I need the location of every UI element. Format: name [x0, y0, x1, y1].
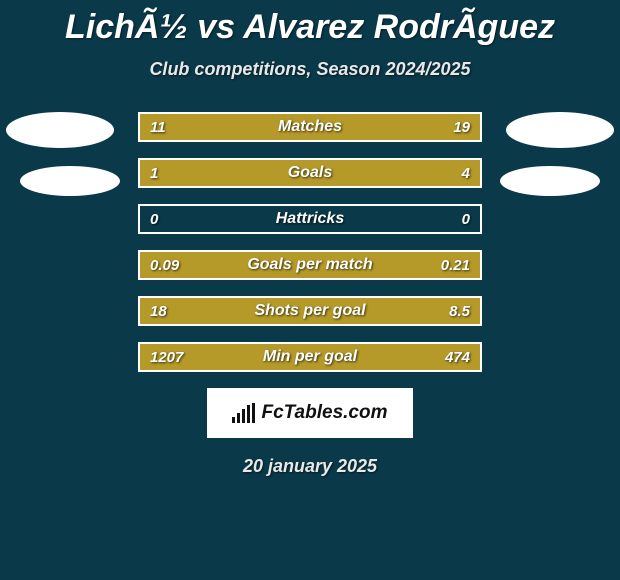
stat-row: 0Hattricks0	[138, 204, 482, 234]
stat-value-right: 19	[453, 119, 470, 136]
source-logo: FcTables.com	[207, 388, 413, 438]
stat-label: Hattricks	[140, 210, 480, 228]
stat-label: Goals per match	[140, 256, 480, 274]
player-avatar-left-2	[20, 166, 120, 196]
stat-label: Shots per goal	[140, 302, 480, 320]
stat-value-right: 0	[462, 211, 470, 228]
stat-row: 11Matches19	[138, 112, 482, 142]
player-avatar-right-2	[500, 166, 600, 196]
page-title: LichÃ½ vs Alvarez RodrÃ­guez	[0, 0, 620, 47]
subtitle: Club competitions, Season 2024/2025	[0, 59, 620, 80]
stat-label: Matches	[140, 118, 480, 136]
date-label: 20 january 2025	[0, 456, 620, 477]
stat-value-right: 8.5	[449, 303, 470, 320]
stat-row: 0.09Goals per match0.21	[138, 250, 482, 280]
stat-label: Min per goal	[140, 348, 480, 366]
stat-row: 1Goals4	[138, 158, 482, 188]
bars-icon	[232, 403, 255, 423]
comparison-chart: 11Matches19 1Goals4 0Hattricks0 0.09Goals p…	[0, 112, 620, 372]
stat-label: Goals	[140, 164, 480, 182]
stat-row: 18Shots per goal8.5	[138, 296, 482, 326]
stat-value-right: 0.21	[441, 257, 470, 274]
stat-rows: 11Matches19 1Goals4 0Hattricks0 0.09Goals p…	[138, 112, 482, 372]
logo-text: FcTables.com	[261, 402, 387, 424]
player-avatar-right-1	[506, 112, 614, 148]
stat-value-right: 474	[445, 349, 470, 366]
stat-row: 1207Min per goal474	[138, 342, 482, 372]
player-avatar-left-1	[6, 112, 114, 148]
stat-value-right: 4	[462, 165, 470, 182]
